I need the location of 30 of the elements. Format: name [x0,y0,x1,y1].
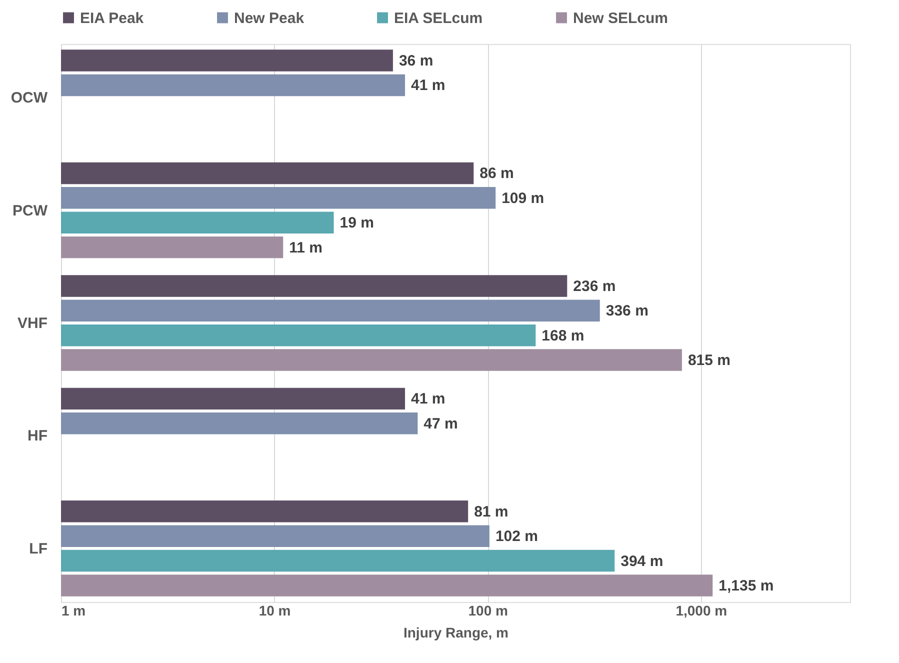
y-tick-label: PCW [12,202,48,220]
data-label: 102 m [495,528,538,546]
data-label: 109 m [502,190,544,207]
x-tick-label: 1 m [62,602,86,618]
data-label: 81 m [474,503,508,520]
x-tick-label: 10 m [258,602,291,618]
data-label: 47 m [424,415,458,432]
data-label: 36 m [398,52,434,70]
data-label: 236 m [573,278,616,295]
legend-label: New SELcum [573,10,668,27]
data-label: 41 m [411,77,446,94]
x-axis-title: Injury Range, m [403,624,509,640]
x-tick-label: 100 m [468,602,508,618]
x-tick-label: 1,000 m [676,602,728,618]
data-label: 19 m [340,214,374,232]
data-label: 815 m [688,352,731,370]
legend-label: EIA SELcum [394,10,483,27]
data-label: 11 m [289,239,323,256]
data-label: 41 m [411,390,446,408]
legend-label: New Peak [234,10,305,27]
data-label: 86 m [480,165,514,182]
y-tick-label: VHF [18,315,48,332]
legend-label: EIA Peak [80,10,144,27]
y-tick-label: LF [29,540,48,558]
y-tick-label: HF [28,428,48,445]
y-tick-label: OCW [10,90,48,107]
data-label: 168 m [542,327,584,344]
data-label: 394 m [620,552,664,570]
data-label: 336 m [606,302,648,320]
data-label: 1,135 m [718,578,774,594]
